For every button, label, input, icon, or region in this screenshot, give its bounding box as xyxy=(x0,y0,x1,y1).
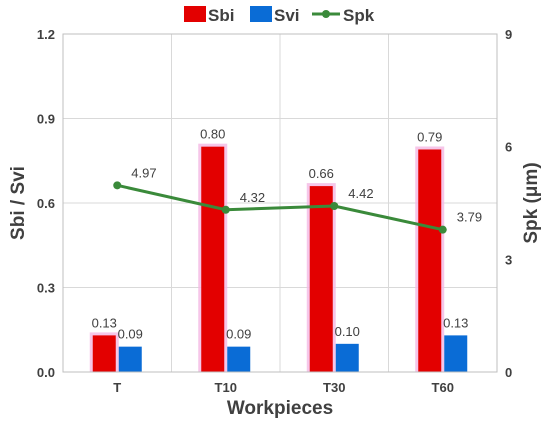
y-tick-label: 0.3 xyxy=(37,281,55,296)
data-label-spk: 4.42 xyxy=(348,186,373,201)
y2-axis-title: Spk (μm) xyxy=(521,162,542,243)
spk-point xyxy=(113,181,122,190)
x-axis-title: Workpieces xyxy=(227,398,333,419)
data-label-sbi: 0.66 xyxy=(309,166,334,181)
spk-line xyxy=(113,181,447,234)
bar-sbi xyxy=(201,146,225,372)
bar-svi xyxy=(444,335,468,372)
spk-point xyxy=(438,225,447,234)
y-tick-label: 0.9 xyxy=(37,112,55,127)
legend-label-spk: Spk xyxy=(343,6,375,25)
bar-svi xyxy=(227,346,251,372)
y-axis-title: Sbi / Svi xyxy=(8,166,29,240)
y-tick-label: 1.2 xyxy=(37,27,55,42)
spk-point xyxy=(221,205,230,214)
bar-svi xyxy=(118,346,142,372)
data-label-svi: 0.09 xyxy=(118,327,143,342)
y2-tick-label: 9 xyxy=(505,27,512,42)
x-tick-label: T30 xyxy=(323,380,345,395)
y2-tick-label: 6 xyxy=(505,140,512,155)
x-tick-label: T xyxy=(113,380,121,395)
bar-sbi xyxy=(418,149,442,372)
legend-label-sbi: Sbi xyxy=(208,6,234,25)
data-label-sbi: 0.80 xyxy=(200,127,225,142)
data-label-sbi: 0.13 xyxy=(92,315,117,330)
data-label-spk: 4.97 xyxy=(131,165,156,180)
data-label-sbi: 0.79 xyxy=(417,129,442,144)
bar-sbi xyxy=(309,186,333,372)
y-tick-label: 0.6 xyxy=(37,196,55,211)
spk-line-path xyxy=(116,183,444,232)
x-tick-label: T10 xyxy=(215,380,237,395)
legend-label-svi: Svi xyxy=(274,6,300,25)
data-label-spk: 4.32 xyxy=(240,190,265,205)
plot-area-border xyxy=(62,33,498,373)
legend: Sbi Svi Spk xyxy=(184,6,375,25)
spk-point xyxy=(330,202,339,211)
bar-svi xyxy=(335,343,359,372)
y-tick-label: 0.0 xyxy=(37,365,55,380)
y2-tick-label: 3 xyxy=(505,252,512,267)
data-labels: 0.130.090.800.090.660.100.790.134.974.32… xyxy=(92,127,482,342)
bars xyxy=(89,143,468,372)
y2-tick-label: 0 xyxy=(505,365,512,380)
legend-swatch-spk-marker xyxy=(322,10,330,18)
axes: 0.0 0.3 0.6 0.9 1.2 0 3 6 9 T T10 T30 T60 xyxy=(37,27,512,395)
data-label-spk: 3.79 xyxy=(457,210,482,225)
data-label-svi: 0.10 xyxy=(335,324,360,339)
data-label-svi: 0.09 xyxy=(226,327,251,342)
data-label-svi: 0.13 xyxy=(443,315,468,330)
legend-swatch-svi xyxy=(250,6,272,22)
bar-sbi xyxy=(92,335,116,372)
legend-swatch-sbi xyxy=(184,6,206,22)
x-tick-label: T60 xyxy=(432,380,454,395)
